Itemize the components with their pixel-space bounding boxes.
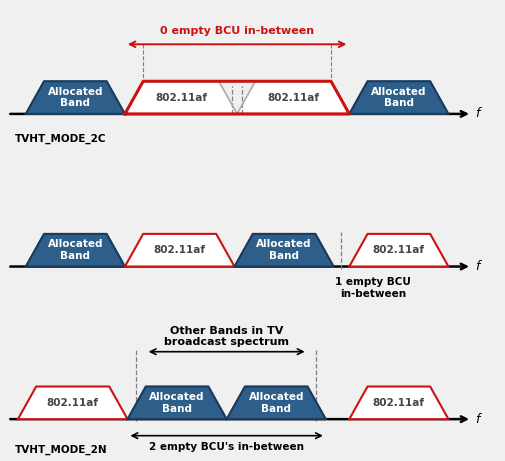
Text: 1 empty BCU
in-between: 1 empty BCU in-between: [335, 278, 411, 299]
Text: Other Bands in TV
broadcast spectrum: Other Bands in TV broadcast spectrum: [164, 325, 289, 347]
Polygon shape: [125, 81, 237, 114]
Text: 802.11af: 802.11af: [154, 245, 206, 255]
Polygon shape: [349, 386, 448, 419]
Text: Allocated
Band: Allocated Band: [149, 392, 205, 414]
Text: Allocated
Band: Allocated Band: [47, 239, 103, 261]
Text: Allocated
Band: Allocated Band: [257, 239, 312, 261]
Polygon shape: [26, 81, 125, 114]
Polygon shape: [234, 234, 334, 266]
Text: Allocated
Band: Allocated Band: [248, 392, 304, 414]
Polygon shape: [227, 386, 326, 419]
Text: TVHT_MODE_2N: TVHT_MODE_2N: [15, 444, 108, 455]
Text: f: f: [476, 107, 480, 120]
Polygon shape: [127, 386, 227, 419]
Text: 2 empty BCU's in-between: 2 empty BCU's in-between: [149, 442, 304, 452]
Polygon shape: [349, 234, 448, 266]
Polygon shape: [125, 234, 234, 266]
Text: 802.11af: 802.11af: [373, 245, 425, 255]
Polygon shape: [26, 234, 125, 266]
Text: TVHT_MODE_2C: TVHT_MODE_2C: [15, 134, 107, 144]
Text: f: f: [476, 260, 480, 273]
Polygon shape: [349, 81, 448, 114]
Text: f: f: [476, 413, 480, 426]
Text: Allocated
Band: Allocated Band: [371, 87, 427, 108]
Text: 802.11af: 802.11af: [267, 93, 319, 103]
Text: 802.11af: 802.11af: [155, 93, 207, 103]
Text: 802.11af: 802.11af: [373, 398, 425, 408]
Text: Allocated
Band: Allocated Band: [47, 87, 103, 108]
Polygon shape: [18, 386, 127, 419]
Text: 0 empty BCU in-between: 0 empty BCU in-between: [160, 26, 314, 36]
Text: 802.11af: 802.11af: [47, 398, 98, 408]
Polygon shape: [237, 81, 349, 114]
